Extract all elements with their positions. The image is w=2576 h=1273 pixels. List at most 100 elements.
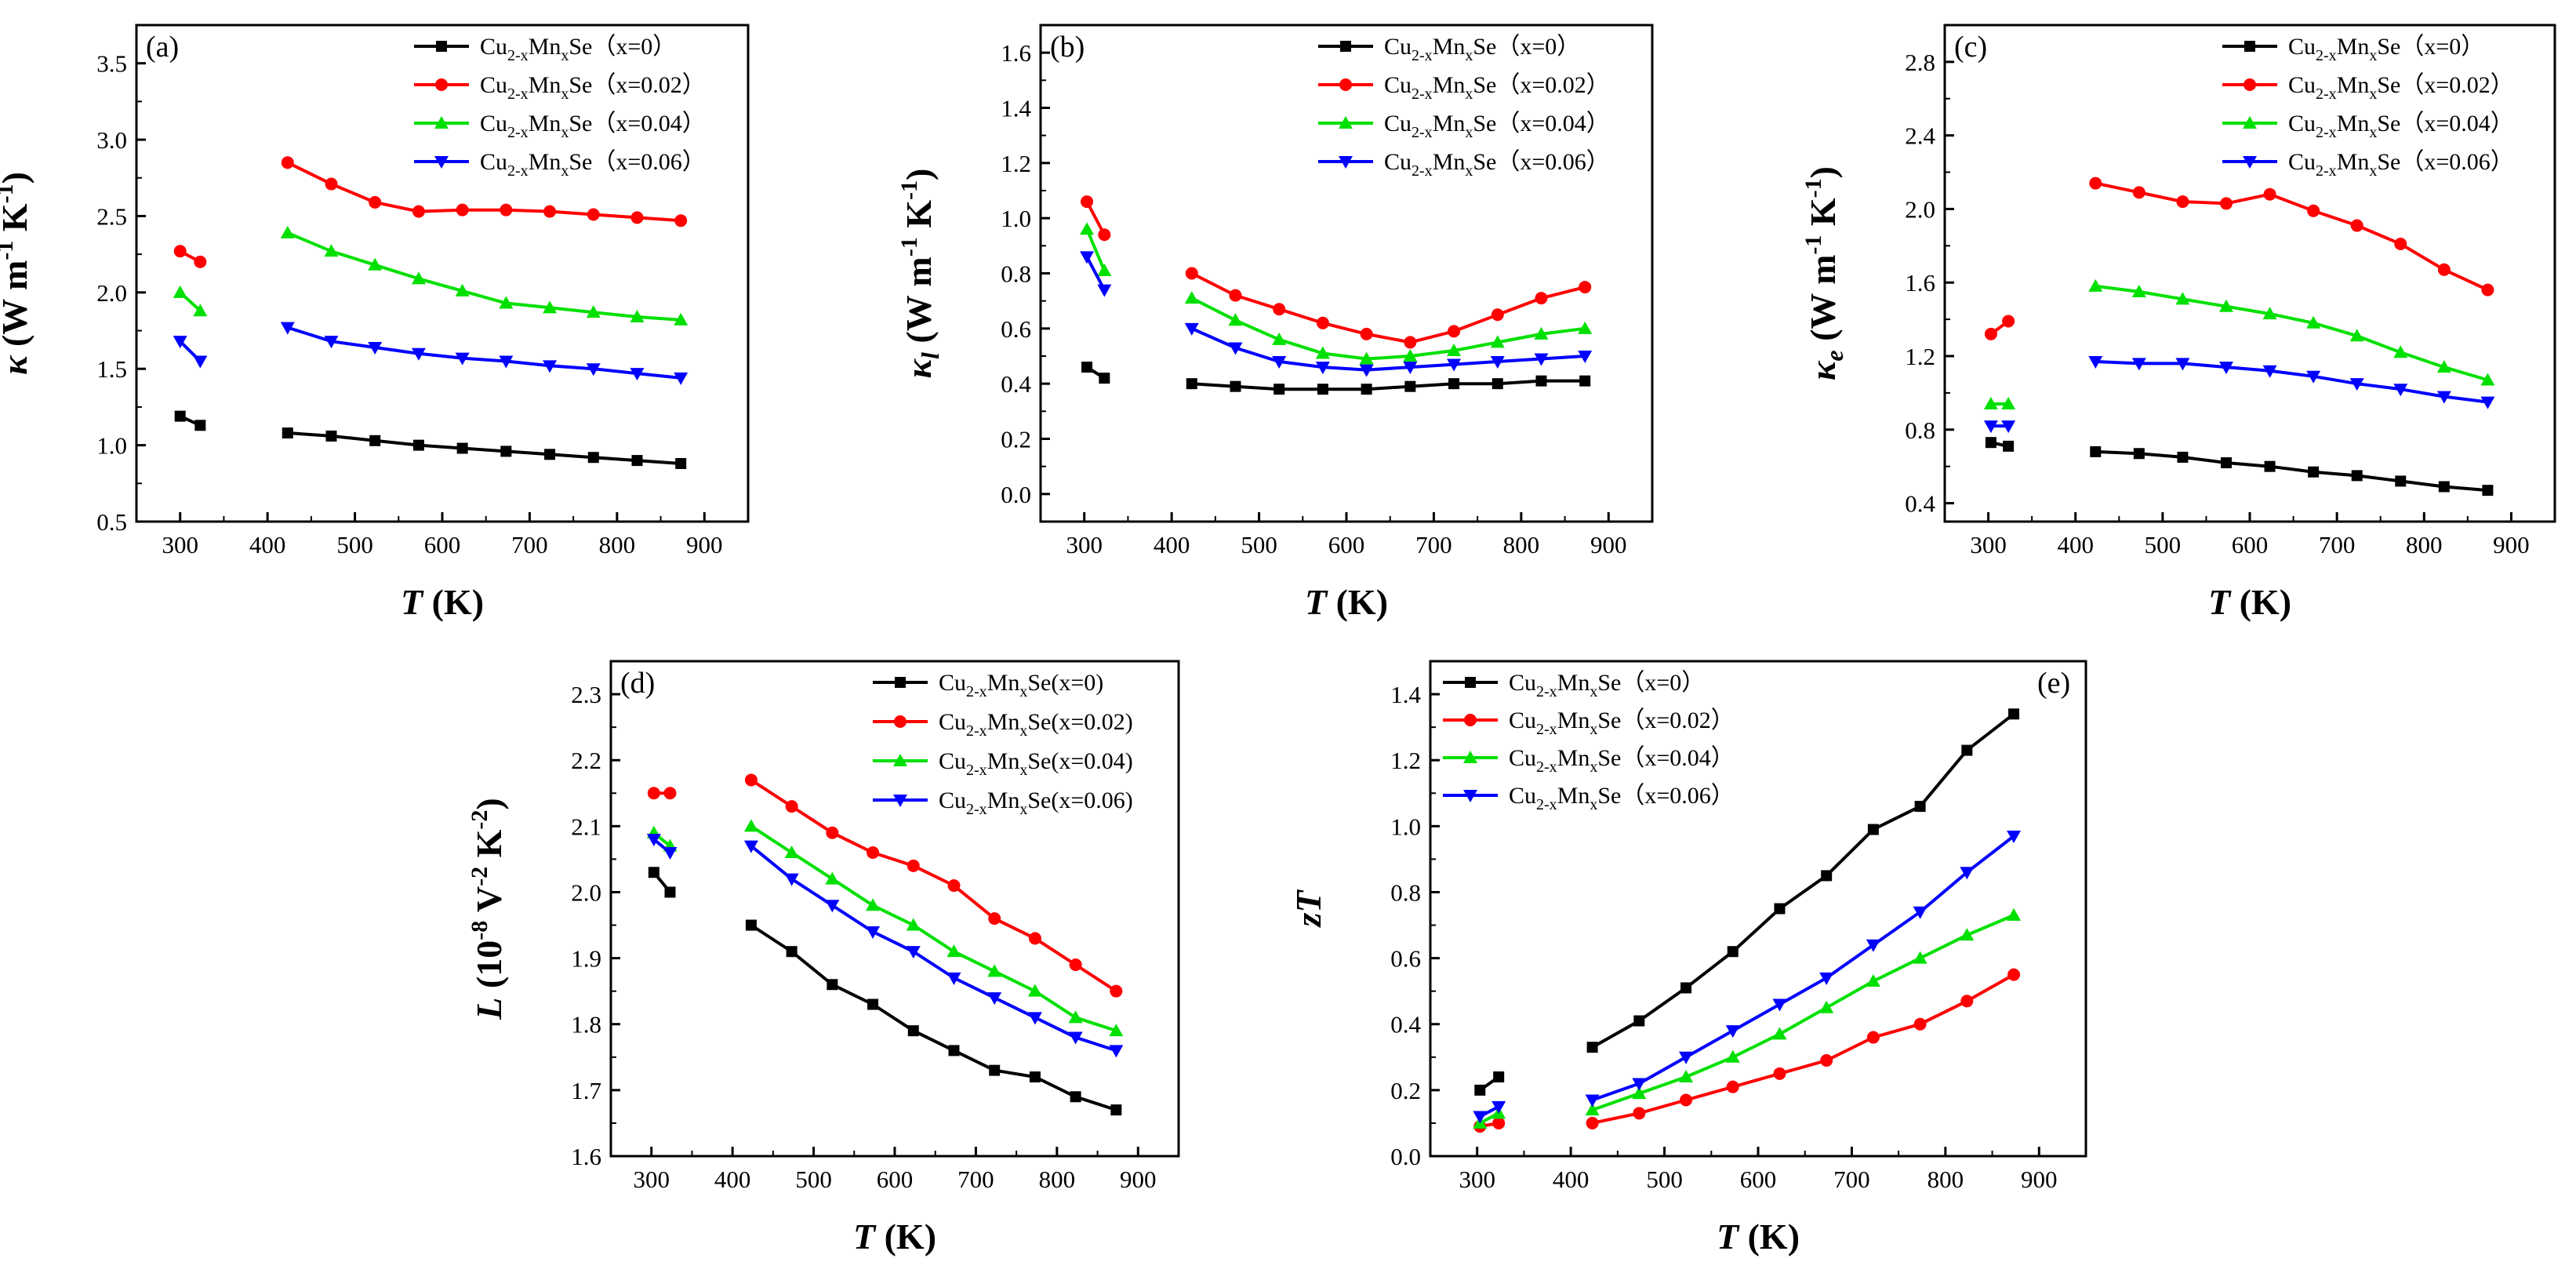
legend-marker [436,41,447,52]
series-x002 [1081,195,1592,349]
data-point [2262,307,2277,320]
y-tick-label: 1.4 [1001,95,1031,122]
data-point [906,946,921,959]
data-point [907,859,920,872]
x-tick-label: 300 [1970,531,2007,558]
y-axis-title: zT [1288,889,1328,929]
data-point [630,211,644,224]
legend-label: Cu2-xMnxSe（x=0） [2288,34,2484,64]
data-point [2131,358,2146,371]
data-point [2481,283,2494,296]
data-point [1913,1017,1927,1031]
x-tick-label: 600 [1740,1166,1777,1193]
data-point [1029,1071,1041,1083]
data-point [826,826,839,839]
data-point [866,926,881,939]
series-x0 [1985,437,2494,496]
data-point [1028,932,1041,945]
data-point [1110,984,1123,998]
data-point [2177,451,2189,463]
data-point [786,946,798,958]
legend-item-x004: Cu2-xMnxSe（x=0.04） [2222,111,2514,141]
data-point [1099,373,1110,384]
data-point [1080,251,1095,264]
data-point [2306,315,2321,329]
panel-tag: (e) [2037,667,2070,700]
data-point [1109,1045,1124,1058]
y-tick-label: 0.8 [1001,260,1031,288]
x-tick-label: 700 [957,1166,994,1193]
series-line [750,845,1117,1053]
series-x004 [1983,278,2495,409]
data-point [1490,335,1505,348]
legend-marker [895,677,906,688]
data-point [2480,396,2495,409]
x-axis-title: T (K) [401,582,484,622]
data-point [325,177,338,191]
x-tick-label: 800 [1039,1166,1076,1193]
series-line [1591,914,2015,1111]
data-point [2001,420,2016,434]
legend: Cu2-xMnxSe（x=0） Cu2-xMnxSe（x=0.02） Cu2-xMn… [2222,34,2514,180]
data-point [411,347,426,361]
y-tick-label: 3.0 [96,126,127,154]
x-tick-label: 900 [1120,1166,1157,1193]
legend-label: Cu2-xMnxSe（x=0） [480,34,676,64]
data-point [785,800,798,813]
data-point [1404,336,1417,349]
data-point [1586,1116,1599,1129]
y-tick-label: 2.0 [1905,195,1935,223]
panel-d: 300 400 500 600 700 800 900 1.6 1.7 1.8 1.9 2.0 2.1 2… [467,660,1180,1257]
data-point [1080,222,1095,235]
data-point [368,341,383,355]
data-point [500,446,512,457]
legend-item-x004: Cu2-xMnxSe（x=0.04） [1443,745,1735,776]
data-point [2131,284,2146,297]
data-point [1535,292,1548,305]
data-point [1273,384,1285,395]
x-tick-label: 700 [1833,1166,1870,1193]
series-line [1191,379,1586,391]
legend-marker [435,78,448,91]
y-tick-label: 1.6 [1001,39,1031,67]
y-tick-label: 0.6 [1390,945,1421,973]
data-point [1315,346,1330,359]
data-point [194,420,206,431]
data-point [1447,358,1462,372]
legend-label: Cu2-xMnxSe（x=0.04） [1509,745,1735,776]
data-point [784,873,799,886]
data-point [1578,351,1593,363]
data-point [1913,906,1927,919]
series-line [750,824,1117,1033]
x-tick-label: 400 [2057,531,2094,558]
legend-item-x0: Cu2-xMnxSe（x=0） [414,34,676,64]
data-point [2003,440,2015,452]
data-point [1680,1093,1693,1107]
y-tick-label: 0.8 [1905,416,1935,444]
data-point [743,819,758,832]
data-point [543,205,557,218]
data-point [1492,1116,1506,1129]
x-tick-label: 600 [2232,531,2269,558]
data-point [1866,939,1880,952]
data-point [1184,291,1199,304]
legend: Cu2-xMnxSe（x=0） Cu2-xMnxSe（x=0.02） Cu2-xMn… [1318,34,1610,180]
data-point [1185,267,1198,280]
data-point [2308,466,2320,478]
series-line [1190,326,1586,372]
data-point [324,336,339,349]
series-line [1190,296,1586,361]
data-point [369,195,382,209]
x-tick-label: 500 [795,1166,832,1193]
data-point [630,368,645,381]
legend-marker [434,116,449,129]
data-point [1867,824,1879,835]
data-point [2089,176,2102,190]
data-point [2480,373,2495,386]
panel-c: 300 400 500 600 700 800 900 0.4 0.8 1.2 1.6 2.0 2.4 2… [1800,24,2556,622]
y-tick-label: 2.0 [96,279,127,307]
legend-item-x0: Cu2-xMnxSe(x=0) [873,670,1103,700]
data-point [456,442,468,454]
legend-marker [893,795,907,807]
data-point [2350,219,2363,232]
